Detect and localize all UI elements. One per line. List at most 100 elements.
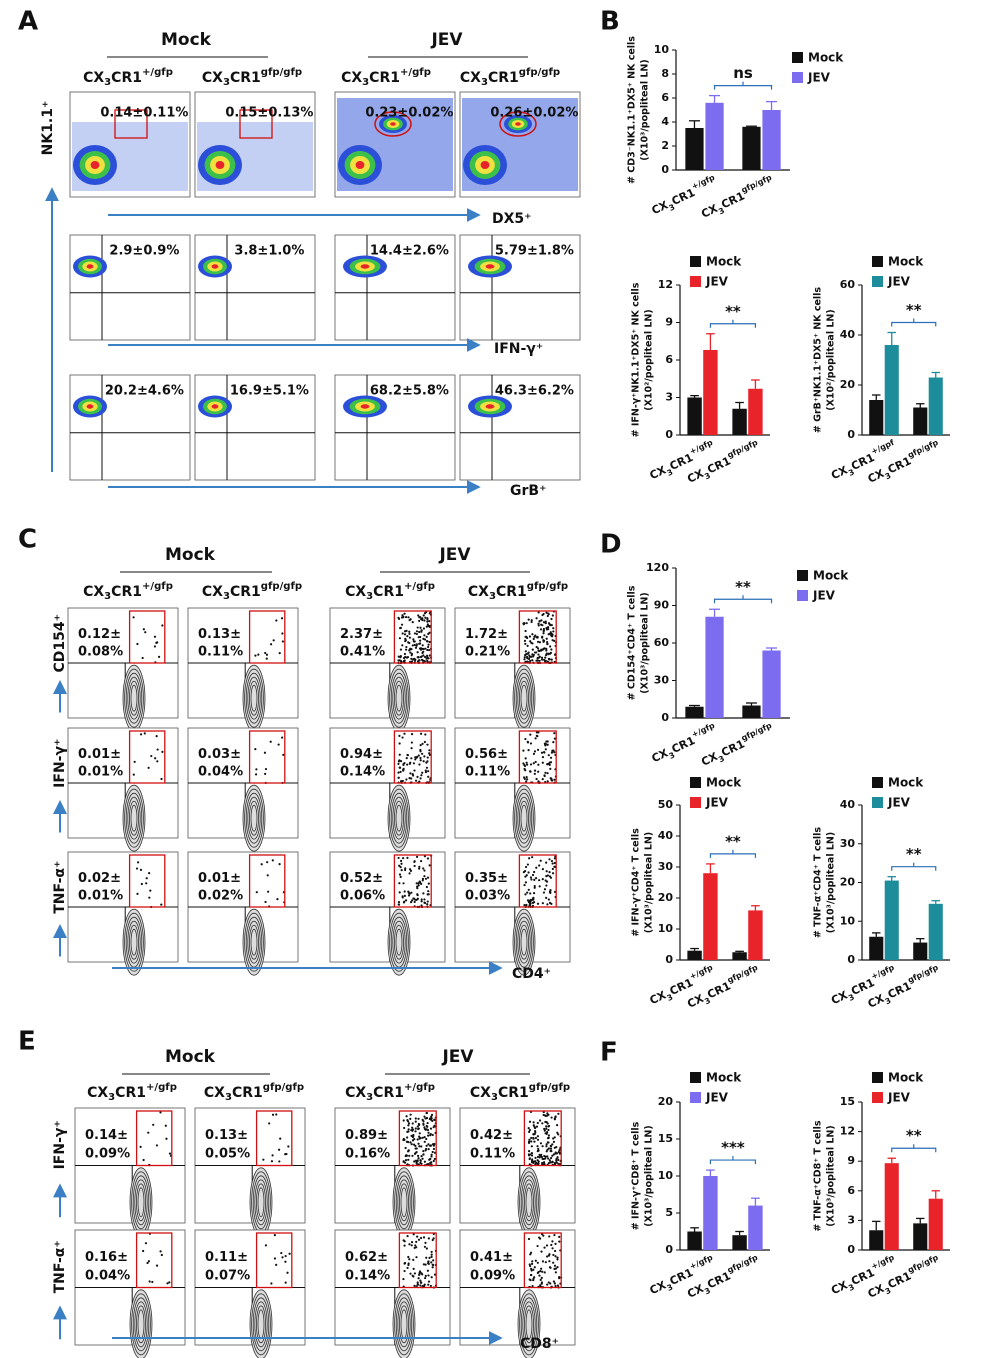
event-dot <box>412 897 416 900</box>
bar <box>705 102 724 170</box>
event-dot <box>543 660 547 663</box>
gate <box>248 730 286 784</box>
y-axis-label: (X10³/popliteal LN) <box>826 1125 837 1226</box>
event-dot <box>413 1246 416 1249</box>
event-dot <box>135 867 139 870</box>
event-dot <box>411 1139 415 1142</box>
flow-plot <box>69 234 191 341</box>
percent-label: 0.26±0.02% <box>490 106 578 121</box>
event-dot <box>421 742 424 745</box>
y-tick-label: 6 <box>661 91 669 104</box>
event-dot <box>540 1267 543 1270</box>
event-dot <box>425 885 428 889</box>
event-dot <box>421 1136 424 1139</box>
contour <box>522 1301 536 1348</box>
event-dot <box>403 894 406 897</box>
event-dot <box>534 877 538 880</box>
event-dot <box>428 640 431 644</box>
bar <box>869 1230 884 1250</box>
contour <box>128 800 139 836</box>
event-dot <box>424 771 428 774</box>
event-dot <box>419 756 422 760</box>
event-dot <box>403 659 406 663</box>
y-tick-label: 0 <box>847 428 855 441</box>
contour <box>395 1175 413 1230</box>
percent-label: 0.11% <box>198 645 243 660</box>
y-tick-label: 0 <box>661 711 669 724</box>
event-dot <box>526 741 530 744</box>
event-dot <box>543 888 547 891</box>
percent-label: 46.3±6.2% <box>495 384 574 399</box>
event-dot <box>422 1120 425 1123</box>
event-dot <box>429 1144 432 1147</box>
y-axis-label: IFN-γ⁺ <box>52 1120 68 1169</box>
bar <box>884 880 899 960</box>
event-dot <box>551 1247 554 1250</box>
event-dot <box>254 773 258 776</box>
contour <box>127 796 141 840</box>
bar <box>884 345 899 435</box>
event-dot <box>399 770 402 774</box>
event-dot <box>401 632 404 635</box>
event-dot <box>431 1133 434 1137</box>
event-dot <box>557 1133 560 1136</box>
legend-label: JEV <box>887 275 911 289</box>
event-dot <box>531 873 535 877</box>
y-tick-label: 9 <box>665 316 673 329</box>
significance-bracket <box>713 81 773 90</box>
event-dot <box>412 1133 415 1137</box>
event-dot <box>533 750 537 753</box>
x-axis-label: DX5⁺ <box>492 211 532 227</box>
event-dot <box>425 635 428 638</box>
event-dot <box>410 733 414 736</box>
event-dot <box>426 1262 430 1265</box>
gate <box>518 854 557 908</box>
event-dot <box>421 1273 424 1276</box>
event-dot <box>556 1156 559 1159</box>
event-dot <box>271 1113 275 1116</box>
event-dot <box>417 1127 420 1130</box>
event-dot <box>535 1162 538 1165</box>
event-dot <box>428 864 431 867</box>
event-dot <box>542 621 546 624</box>
event-dot <box>404 899 408 902</box>
event-dot <box>410 757 413 760</box>
y-axis-label: # IFN-γ⁺NK1.1⁺DX5⁺ NK cells <box>631 282 642 437</box>
event-dot <box>398 766 401 769</box>
event-dot <box>542 627 545 631</box>
event-dot <box>145 877 148 880</box>
event-dot <box>551 749 554 752</box>
y-tick-label: 10 <box>658 922 674 935</box>
event-dot <box>423 1283 426 1286</box>
event-dot <box>525 780 528 783</box>
event-dot <box>532 1137 535 1140</box>
event-dot <box>529 733 532 736</box>
event-dot <box>542 1234 545 1237</box>
event-dot <box>547 612 550 615</box>
event-dot <box>523 656 526 659</box>
event-dot <box>406 754 410 757</box>
event-dot <box>541 1163 544 1166</box>
significance-bracket <box>891 862 937 871</box>
event-dot <box>427 1237 430 1240</box>
event-dot <box>427 1283 430 1286</box>
event-dot <box>424 616 427 619</box>
event-dot <box>535 645 538 649</box>
event-dot <box>549 1147 553 1150</box>
gate <box>255 1232 293 1289</box>
gate <box>523 1232 562 1289</box>
event-dot <box>414 779 418 782</box>
percent-label: 0.16% <box>345 1147 390 1162</box>
event-dot <box>411 1122 414 1125</box>
event-dot <box>553 751 556 754</box>
event-dot <box>423 755 426 758</box>
event-dot <box>528 857 531 860</box>
event-dot <box>409 651 412 654</box>
event-dot <box>537 1162 540 1165</box>
percent-label: 0.03± <box>198 747 241 762</box>
event-dot <box>415 630 419 633</box>
event-dot <box>425 1256 428 1259</box>
percent-label: 0.89± <box>345 1128 388 1143</box>
y-tick-label: 40 <box>840 328 856 341</box>
event-dot <box>548 763 551 766</box>
